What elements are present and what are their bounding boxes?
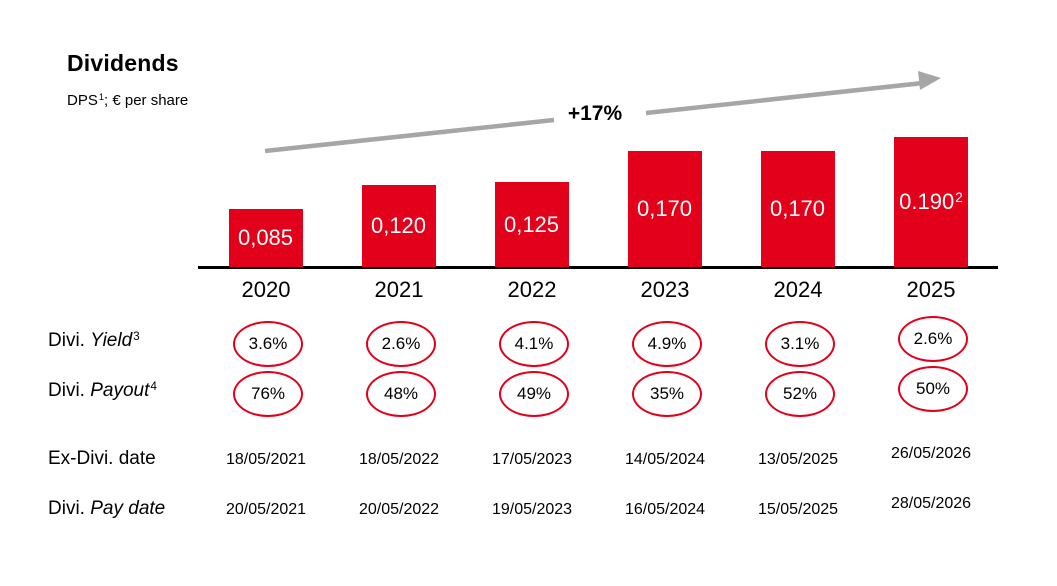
ex-dividend-date: 18/05/2022 [358, 451, 440, 468]
bar-value-label-wrap: 0,085 [238, 225, 294, 251]
label-text: Divi. [48, 498, 91, 519]
dividend-bar: 0,125 [495, 182, 569, 267]
payout-value: 49% [516, 384, 552, 403]
pay-date: 28/05/2026 [890, 495, 972, 512]
footnote-marker: 4 [150, 379, 157, 393]
subtitle-prefix: DPS [67, 92, 98, 109]
chart-subtitle: DPS1; € per share [67, 92, 188, 109]
pay-date: 15/05/2025 [757, 501, 839, 518]
year-label: 2022 [507, 277, 557, 302]
label-text-italic: Payout [90, 380, 150, 401]
yield-oval: 2.6% [898, 316, 968, 362]
payout-oval: 76% [233, 371, 303, 417]
year-label: 2021 [374, 277, 424, 302]
pay-date: 20/05/2022 [358, 501, 440, 518]
yield-oval: 3.6% [233, 321, 303, 367]
ex-dividend-date: 26/05/2026 [890, 445, 972, 462]
dividend-bar: 0,085 [229, 209, 303, 267]
label-text: Ex-Divi. date [48, 448, 156, 469]
label-text: Divi. [48, 330, 91, 351]
bar-value-label-wrap: 0,120 [371, 213, 427, 239]
label-text-italic: Yield [90, 330, 133, 351]
bar-value-label: 0,125 [503, 211, 560, 237]
payout-oval: 48% [366, 371, 436, 417]
dividend-bar: 0.1902 [894, 137, 968, 267]
payout-oval: 49% [499, 371, 569, 417]
subtitle-suffix: ; € per share [104, 92, 189, 109]
ex-dividend-date: 13/05/2025 [757, 451, 839, 468]
bar-value-label: 0,170 [636, 196, 693, 221]
yield-value: 3.1% [780, 334, 820, 353]
bar-value-label: 0,085 [237, 225, 294, 250]
page-title: Dividends [67, 50, 179, 76]
bar-value-label-wrap: 0,170 [637, 196, 693, 222]
bar-value-label-wrap: 0.1902 [899, 189, 963, 215]
ex-dividend-date: 17/05/2023 [491, 451, 573, 468]
label-text: Divi. [48, 380, 91, 401]
year-label: 2020 [241, 277, 291, 302]
subtitle-footnote-marker: 1 [98, 91, 105, 102]
payout-value: 52% [782, 384, 818, 403]
row-label-yield: Divi. Yield3 [48, 330, 140, 352]
payout-value: 50% [915, 379, 951, 398]
payout-value: 48% [383, 384, 419, 403]
dividend-bar: 0,120 [362, 185, 436, 267]
growth-annotation: +17% [567, 102, 623, 125]
yield-value: 2.6% [381, 334, 421, 353]
year-label: 2025 [906, 277, 956, 302]
yield-value: 3.6% [248, 334, 288, 353]
bar-value-label: 0,120 [370, 213, 427, 238]
pay-date: 20/05/2021 [225, 501, 307, 518]
yield-oval: 4.1% [499, 321, 569, 367]
yield-value: 2.6% [913, 329, 953, 348]
yield-oval: 2.6% [366, 321, 436, 367]
bar-value-label: 0.190 [899, 189, 955, 214]
payout-oval: 35% [632, 371, 702, 417]
payout-value: 35% [649, 384, 685, 403]
yield-oval: 3.1% [765, 321, 835, 367]
ex-dividend-date: 18/05/2021 [225, 451, 307, 468]
pay-date: 16/05/2024 [624, 501, 706, 518]
bar-value-label: 0,170 [769, 196, 826, 221]
footnote-marker: 3 [133, 329, 140, 343]
year-label: 2024 [773, 277, 823, 302]
bar-value-footnote-marker: 2 [955, 189, 963, 205]
yield-value: 4.9% [647, 334, 687, 353]
dividend-bar: 0,170 [628, 151, 702, 267]
row-label-payout: Divi. Payout4 [48, 380, 157, 402]
dividend-bar: 0,170 [761, 151, 835, 267]
payout-oval: 50% [898, 366, 968, 412]
row-label-pay-date: Divi. Pay date [48, 498, 165, 520]
ex-dividend-date: 14/05/2024 [624, 451, 706, 468]
yield-value: 4.1% [514, 334, 554, 353]
x-axis-line [198, 266, 998, 269]
row-label-ex-dividend-date: Ex-Divi. date [48, 448, 156, 470]
yield-oval: 4.9% [632, 321, 702, 367]
year-label: 2023 [640, 277, 690, 302]
bar-value-label-wrap: 0,170 [770, 196, 826, 222]
bar-value-label-wrap: 0,125 [504, 212, 560, 238]
payout-oval: 52% [765, 371, 835, 417]
pay-date: 19/05/2023 [491, 501, 573, 518]
label-text-italic: Pay date [90, 498, 166, 519]
payout-value: 76% [250, 384, 286, 403]
